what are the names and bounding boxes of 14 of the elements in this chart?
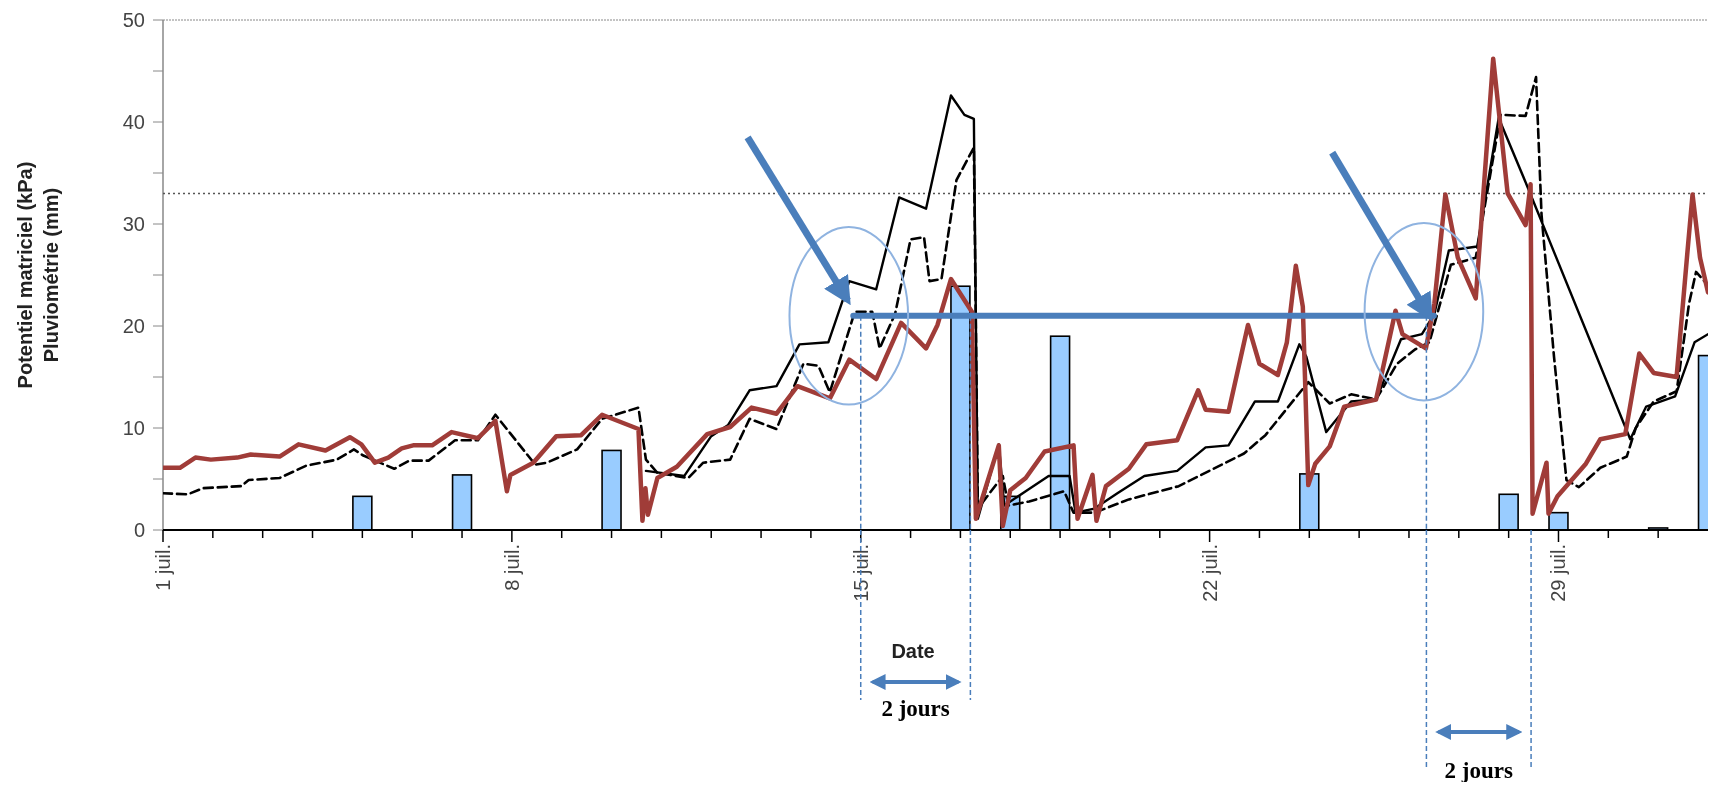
y-tick-label: 30	[122, 213, 145, 235]
y-tick-label: 50	[122, 9, 145, 31]
y-tick-label: 40	[122, 111, 145, 133]
x-tick-label: 29 juil.	[1547, 544, 1570, 602]
x-axis-title: Date	[891, 640, 935, 662]
y-tick-label: 10	[122, 417, 145, 439]
text: 2 jours	[1444, 758, 1513, 783]
y-axis-title: Potentiel matriciel (kPa) Pluviométrie (mm)	[14, 161, 62, 389]
x-tick-label: 8 juil.	[500, 544, 523, 591]
y-tick-label: 0	[133, 519, 145, 541]
x-tick-label: 22 juil.	[1198, 544, 1221, 602]
x-tick-label: 1 juil.	[152, 544, 174, 591]
y-tick-label: 20	[122, 315, 145, 337]
text: 2 jours	[881, 696, 950, 721]
